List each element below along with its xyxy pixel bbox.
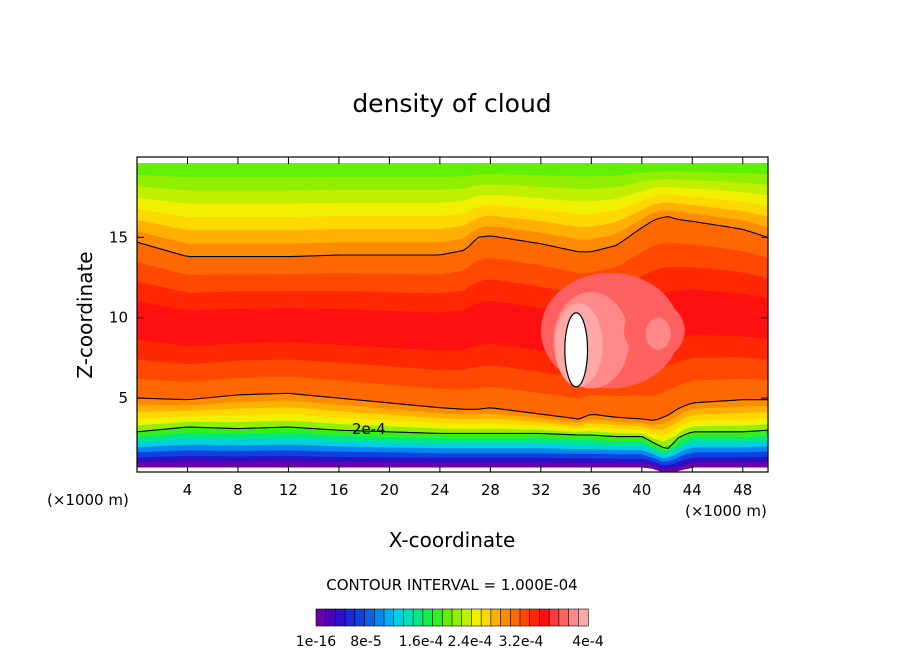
- colorbar-tick-label: 8e-5: [350, 634, 381, 650]
- plot-frame: [136, 156, 769, 473]
- colorbar-swatch: [364, 608, 375, 627]
- colorbar-swatch: [548, 608, 560, 627]
- colorbar: [315, 608, 589, 627]
- x-tick-label: 36: [582, 481, 601, 499]
- colorbar-swatch: [441, 608, 453, 627]
- colorbar-labels: 1e-16 8e-5 1.6e-4 2.4e-4 3.2e-4 4e-4: [296, 634, 604, 650]
- contour-label: 2e-4: [352, 420, 386, 438]
- x-tick-label: 40: [632, 481, 651, 499]
- colorbar-tick-label: 2.4e-4: [448, 634, 493, 650]
- colorbar-swatch: [509, 608, 521, 627]
- colorbar-swatch: [577, 608, 589, 627]
- x-tick-label: 44: [683, 481, 702, 499]
- chart-title: density of cloud: [352, 89, 551, 118]
- colorbar-swatch: [432, 608, 443, 627]
- colorbar-swatch: [412, 608, 424, 627]
- colorbar-swatch: [315, 608, 327, 627]
- colorbar-swatch: [393, 608, 405, 627]
- x-tick-label: 4: [183, 481, 193, 499]
- x-tick-label: 20: [380, 481, 399, 499]
- x-axis-right-unit: (×1000 m): [685, 502, 767, 520]
- x-tick-label: 28: [481, 481, 500, 499]
- x-tick-label: 32: [531, 481, 550, 499]
- colorbar-swatch: [451, 608, 463, 627]
- x-tick-label: 24: [430, 481, 449, 499]
- colorbar-swatch: [500, 608, 511, 627]
- x-axis-ticks: 4 8 12 16 20 24 28 32 36 40 44 48: [183, 157, 752, 499]
- contour-lines: [137, 216, 768, 449]
- core-peak: [564, 312, 589, 388]
- colorbar-swatch: [558, 608, 570, 627]
- colorbar-swatch: [519, 608, 531, 627]
- colorbar-tick-label: 1e-16: [296, 634, 336, 650]
- x-axis-title: X-coordinate: [389, 528, 516, 552]
- contour-2e4-upper: [137, 216, 768, 258]
- colorbar-swatch: [335, 608, 346, 627]
- colorbar-swatch: [422, 608, 434, 627]
- colorbar-tick-label: 3.2e-4: [499, 634, 544, 650]
- colorbar-swatch: [480, 608, 492, 627]
- y-axis-ticks: 5 10 15: [109, 228, 768, 407]
- y-axis-title: Z-coordinate: [73, 251, 97, 378]
- colorbar-swatch: [490, 608, 502, 627]
- colorbar-swatch: [529, 608, 541, 627]
- colorbar-swatch: [344, 608, 356, 627]
- core-blob-right-inner: [645, 317, 671, 350]
- colorbar-swatch: [325, 608, 337, 627]
- plot-area: [137, 163, 768, 472]
- colorbar-swatch: [383, 608, 395, 627]
- colorbar-swatch: [568, 608, 579, 627]
- colorbar-tick-label: 1.6e-4: [399, 634, 444, 650]
- colorbar-swatch: [354, 608, 366, 627]
- contour-3e4: [137, 392, 768, 421]
- x-axis-left-unit: (×1000 m): [47, 491, 129, 509]
- y-tick-label: 5: [118, 389, 128, 407]
- x-tick-label: 48: [733, 481, 752, 499]
- colorbar-swatch: [373, 608, 385, 627]
- x-tick-label: 8: [233, 481, 243, 499]
- y-tick-label: 10: [109, 309, 128, 327]
- x-tick-label: 16: [329, 481, 348, 499]
- colorbar-swatch: [461, 608, 473, 627]
- colorbar-swatch: [539, 608, 550, 627]
- y-tick-label: 15: [109, 228, 128, 246]
- colorbar-swatch: [471, 608, 482, 627]
- colorbar-swatch: [403, 608, 414, 627]
- upper-band: [137, 163, 768, 177]
- x-tick-label: 12: [279, 481, 298, 499]
- contour-2e4-lower: [137, 426, 768, 449]
- colorbar-tick-label: 4e-4: [572, 634, 604, 650]
- contour-interval-text: CONTOUR INTERVAL = 1.000E-04: [326, 576, 577, 594]
